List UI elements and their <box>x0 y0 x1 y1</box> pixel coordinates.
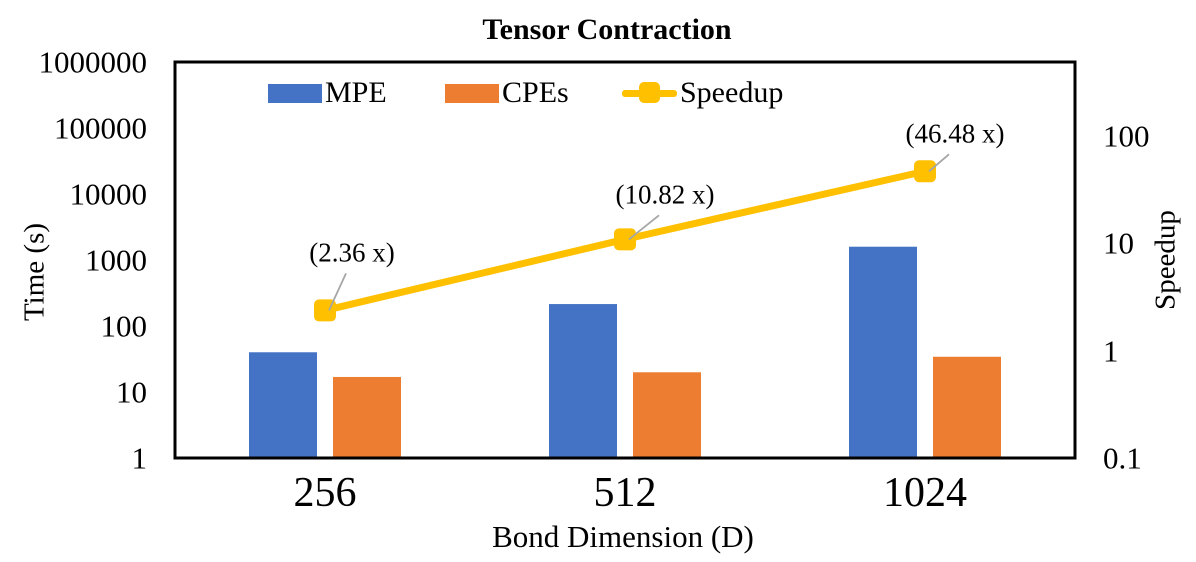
right-tick-10: 10 <box>1103 225 1134 261</box>
speedup-annotation-1024: (46.48 x) <box>905 118 1005 149</box>
speedup-legend-label: Speedup <box>680 76 784 109</box>
x-category-label-512: 512 <box>593 470 657 516</box>
mpe-legend-swatch <box>268 83 322 103</box>
mpe-bar-512 <box>549 304 617 459</box>
legend-item-speedup: Speedup <box>622 78 783 108</box>
left-tick-10000: 10000 <box>69 176 148 212</box>
speedup-legend-marker <box>622 82 677 104</box>
speedup-marker-1024 <box>914 160 936 183</box>
annotation-leader-line <box>328 273 347 311</box>
speedup-annotation-512: (10.82 x) <box>615 179 715 210</box>
right-tick-1: 1 <box>1103 333 1119 368</box>
cpes-legend-swatch <box>445 83 499 103</box>
left-tick-10: 10 <box>116 374 147 410</box>
mpe-legend-label: MPE <box>325 76 387 109</box>
left-tick-1000000: 1000000 <box>38 44 148 80</box>
annotation-leader-line <box>928 153 950 172</box>
speedup-legend-square <box>639 82 660 103</box>
speedup-annotation-256: (2.36 x) <box>309 237 395 268</box>
left-axis-title: Time (s) <box>18 222 51 322</box>
mpe-bar-1024 <box>849 246 917 459</box>
legend-item-cpes: CPEs <box>445 78 569 108</box>
left-tick-100000: 100000 <box>54 110 147 146</box>
legend-item-mpe: MPE <box>268 78 387 108</box>
x-category-label-1024: 1024 <box>883 470 967 516</box>
right-axis-title: Speedup <box>1149 210 1182 310</box>
mpe-bar-256 <box>249 352 317 459</box>
speedup-marker-512 <box>614 228 636 251</box>
left-tick-1: 1 <box>131 440 148 476</box>
left-tick-100: 100 <box>100 308 148 344</box>
x-axis-title: Bond Dimension (D) <box>492 519 754 554</box>
speedup-marker-256 <box>314 299 336 322</box>
left-tick-1000: 1000 <box>85 242 147 278</box>
x-category-label-256: 256 <box>293 470 357 516</box>
cpes-bar-512 <box>633 372 701 459</box>
plot-frame <box>173 60 1077 460</box>
right-axis-tick-labels: 0.1 1 10 100 <box>1103 0 1196 562</box>
chart-title: Tensor Contraction <box>482 13 732 46</box>
cpes-legend-label: CPEs <box>502 76 569 109</box>
cpes-bar-1024 <box>933 356 1001 459</box>
left-axis-tick-labels: 1 10 100 1000 10000 100000 1000000 <box>0 0 148 562</box>
annotation-leader-line <box>628 214 660 241</box>
right-tick-100: 100 <box>1103 118 1150 153</box>
cpes-bar-256 <box>333 376 401 459</box>
right-tick-0.1: 0.1 <box>1103 440 1142 476</box>
